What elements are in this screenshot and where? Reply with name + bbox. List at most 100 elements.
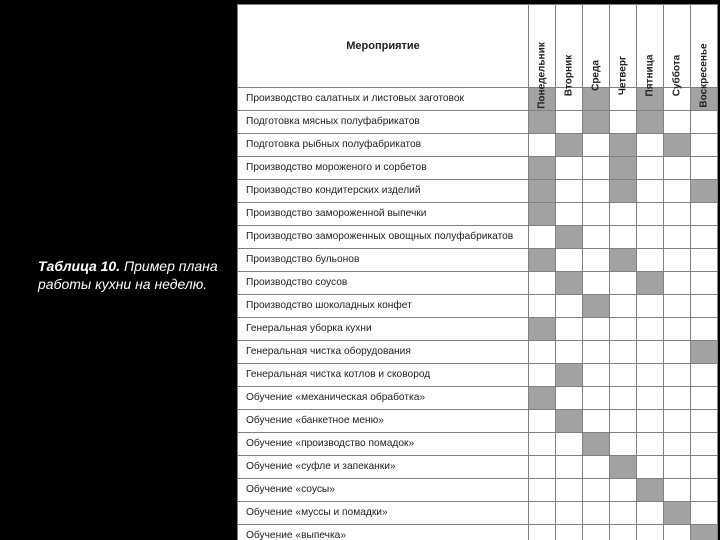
day-cell <box>529 502 556 525</box>
day-cell <box>583 111 610 134</box>
day-cell <box>583 387 610 410</box>
day-cell <box>529 341 556 364</box>
table-row: Обучение «выпечка» <box>238 525 718 540</box>
day-cell <box>691 295 718 318</box>
day-cell <box>664 249 691 272</box>
day-cell <box>637 479 664 502</box>
day-cell <box>664 433 691 456</box>
table-row: Подготовка рыбных полуфабрикатов <box>238 134 718 157</box>
day-cell <box>583 272 610 295</box>
day-cell <box>556 456 583 479</box>
day-cell <box>529 318 556 341</box>
day-cell <box>529 410 556 433</box>
day-cell <box>556 180 583 203</box>
table-row: Производство кондитерских изделий <box>238 180 718 203</box>
day-cell <box>556 341 583 364</box>
day-cell <box>610 272 637 295</box>
day-cell <box>583 318 610 341</box>
day-label: Четверг <box>618 56 629 95</box>
table-row: Обучение «муссы и помадки» <box>238 502 718 525</box>
activity-cell: Обучение «соусы» <box>238 479 529 502</box>
day-cell <box>637 364 664 387</box>
table-row: Обучение «суфле и запеканки» <box>238 456 718 479</box>
day-cell <box>691 525 718 540</box>
day-label: Пятница <box>645 55 656 97</box>
day-cell <box>637 272 664 295</box>
activity-header: Мероприятие <box>238 5 529 88</box>
day-cell <box>691 387 718 410</box>
day-cell <box>664 295 691 318</box>
day-cell <box>637 502 664 525</box>
day-label: Среда <box>591 60 602 91</box>
day-cell <box>664 134 691 157</box>
day-header-fri: Пятница <box>637 5 664 88</box>
day-cell <box>556 134 583 157</box>
day-cell <box>637 341 664 364</box>
activity-cell: Подготовка мясных полуфабрикатов <box>238 111 529 134</box>
day-cell <box>556 295 583 318</box>
day-cell <box>691 111 718 134</box>
day-cell <box>529 295 556 318</box>
table-header-row: Мероприятие Понедельник Вторник Среда Че… <box>238 5 718 88</box>
activity-cell: Производство шоколадных конфет <box>238 295 529 318</box>
day-cell <box>556 525 583 540</box>
table-row: Обучение «механическая обработка» <box>238 387 718 410</box>
day-cell <box>637 249 664 272</box>
activity-cell: Генеральная уборка кухни <box>238 318 529 341</box>
activity-cell: Обучение «механическая обработка» <box>238 387 529 410</box>
day-label: Вторник <box>564 55 575 96</box>
day-cell <box>637 111 664 134</box>
activity-cell: Производство соусов <box>238 272 529 295</box>
day-cell <box>610 341 637 364</box>
activity-cell: Обучение «банкетное меню» <box>238 410 529 433</box>
day-cell <box>691 479 718 502</box>
day-cell <box>691 364 718 387</box>
day-cell <box>529 479 556 502</box>
day-cell <box>637 387 664 410</box>
day-cell <box>556 226 583 249</box>
day-cell <box>637 134 664 157</box>
day-header-sun: Воскресенье <box>691 5 718 88</box>
activity-cell: Производство кондитерских изделий <box>238 180 529 203</box>
table-row: Производство замороженной выпечки <box>238 203 718 226</box>
day-cell <box>664 479 691 502</box>
day-cell <box>610 410 637 433</box>
day-cell <box>583 410 610 433</box>
day-cell <box>610 502 637 525</box>
day-cell <box>556 387 583 410</box>
table-row: Производство мороженого и сорбетов <box>238 157 718 180</box>
day-cell <box>583 295 610 318</box>
day-cell <box>637 226 664 249</box>
day-cell <box>637 318 664 341</box>
table-row: Генеральная чистка оборудования <box>238 341 718 364</box>
day-header-sat: Суббота <box>664 5 691 88</box>
day-cell <box>529 272 556 295</box>
day-cell <box>529 111 556 134</box>
day-cell <box>583 525 610 540</box>
day-cell <box>691 410 718 433</box>
table-row: Обучение «банкетное меню» <box>238 410 718 433</box>
activity-cell: Обучение «суфле и запеканки» <box>238 456 529 479</box>
day-cell <box>529 456 556 479</box>
day-cell <box>664 157 691 180</box>
day-cell <box>583 456 610 479</box>
day-cell <box>583 226 610 249</box>
day-cell <box>637 180 664 203</box>
table-row: Производство соусов <box>238 272 718 295</box>
day-cell <box>691 134 718 157</box>
day-cell <box>691 180 718 203</box>
day-cell <box>583 341 610 364</box>
day-cell <box>691 272 718 295</box>
day-cell <box>583 364 610 387</box>
caption-bold: Таблица 10. <box>38 258 120 274</box>
day-cell <box>583 180 610 203</box>
schedule-table: Мероприятие Понедельник Вторник Среда Че… <box>237 4 718 540</box>
table-row: Производство бульонов <box>238 249 718 272</box>
activity-cell: Генеральная чистка котлов и сковород <box>238 364 529 387</box>
day-cell <box>610 525 637 540</box>
day-cell <box>610 318 637 341</box>
day-cell <box>664 525 691 540</box>
activity-cell: Производство замороженной выпечки <box>238 203 529 226</box>
day-cell <box>610 364 637 387</box>
day-cell <box>556 249 583 272</box>
